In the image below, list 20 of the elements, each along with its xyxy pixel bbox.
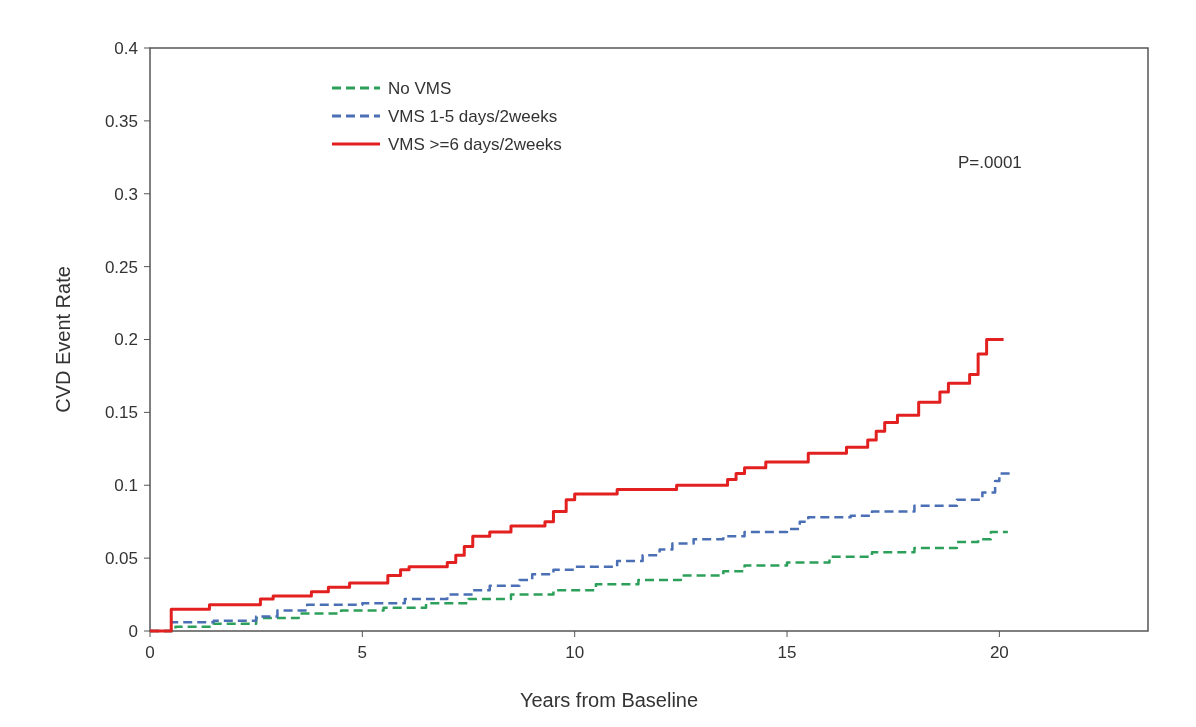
- legend-label: VMS >=6 days/2weeks: [388, 134, 562, 154]
- y-tick-label: 0.4: [114, 38, 138, 58]
- annotation: P=.0001: [958, 153, 1022, 172]
- y-tick-label: 0: [128, 621, 138, 641]
- y-tick-label: 0.15: [104, 403, 138, 423]
- x-tick-label: 15: [777, 643, 797, 662]
- legend-label: No VMS: [388, 78, 452, 98]
- x-tick-label: 0: [145, 643, 155, 662]
- x-tick-label: 20: [989, 643, 1009, 662]
- y-tick-label: 0.05: [104, 549, 138, 569]
- y-tick-label: 0.1: [114, 476, 138, 496]
- y-axis-title: CVD Event Rate: [52, 266, 74, 413]
- legend-label: VMS 1-5 days/2weeks: [388, 106, 558, 126]
- y-tick-label: 0.2: [114, 330, 138, 350]
- x-tick-label: 5: [357, 643, 368, 662]
- x-axis-title: Years from Baseline: [519, 689, 699, 711]
- y-tick-label: 0.3: [114, 184, 138, 204]
- x-tick-label: 10: [565, 643, 585, 662]
- y-tick-label: 0.35: [104, 111, 138, 131]
- y-tick-label: 0.25: [104, 257, 138, 277]
